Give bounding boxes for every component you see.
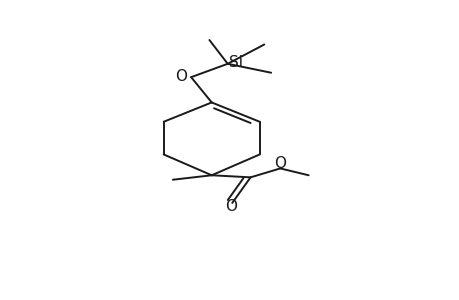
Text: O: O — [274, 156, 285, 171]
Text: O: O — [175, 69, 187, 84]
Text: O: O — [225, 199, 237, 214]
Text: Si: Si — [229, 56, 242, 70]
